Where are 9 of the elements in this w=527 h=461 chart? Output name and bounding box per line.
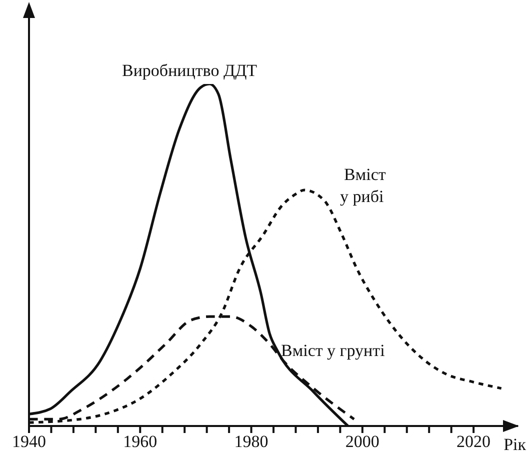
x-axis-title: Рік <box>504 435 527 454</box>
x-tick-label: 2000 <box>345 432 380 452</box>
series-label: Виробництво ДДТ <box>122 61 258 80</box>
x-tick-label: 1960 <box>123 432 158 452</box>
series-label: Вміст у грунті <box>281 341 386 360</box>
x-tick-label: 1980 <box>234 432 268 452</box>
x-tick-label: 2020 <box>456 432 491 452</box>
x-tick-label: 1940 <box>12 432 46 452</box>
series-label: Вміст у рибі <box>340 165 386 206</box>
